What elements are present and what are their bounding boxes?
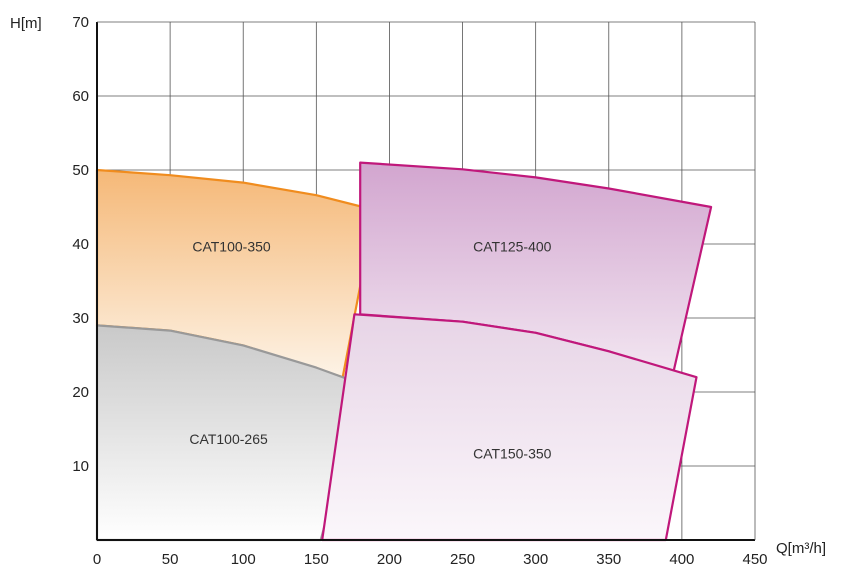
x-tick-label: 450	[742, 551, 767, 567]
y-tick-label: 70	[72, 14, 89, 31]
x-tick-label: 400	[669, 551, 694, 567]
x-tick-label: 100	[231, 551, 256, 567]
axes	[96, 21, 756, 541]
y-tick-label: 20	[72, 384, 89, 401]
region-label: CAT150-350	[473, 446, 552, 462]
x-tick-label: 350	[596, 551, 621, 567]
y-tick-label: 60	[72, 88, 89, 105]
region-labels: CAT100-350 CAT100-265 CAT125-400 CAT150-350	[189, 238, 551, 461]
y-tick-label: 50	[72, 162, 89, 179]
y-tick-label: 30	[72, 310, 89, 327]
region-label: CAT100-265	[189, 431, 268, 447]
region-label: CAT125-400	[473, 238, 552, 254]
x-axis-label: Q[m³/h]	[776, 540, 826, 557]
x-tick-label: 0	[93, 551, 101, 567]
x-tick-label: 150	[304, 551, 329, 567]
region-label: CAT100-350	[192, 238, 271, 254]
y-axis-label: H[m]	[10, 15, 42, 32]
regions	[95, 161, 713, 542]
x-tick-label: 250	[450, 551, 475, 567]
x-tick-label: 50	[162, 551, 179, 567]
y-tick-label: 40	[72, 236, 89, 253]
x-tick-label: 200	[377, 551, 402, 567]
tick-labels: 0 50 100 150 200 250 300 350 400 450 10 20 30 40 50 60 7…	[72, 14, 767, 567]
x-tick-label: 300	[523, 551, 548, 567]
y-tick-label: 10	[72, 458, 89, 475]
